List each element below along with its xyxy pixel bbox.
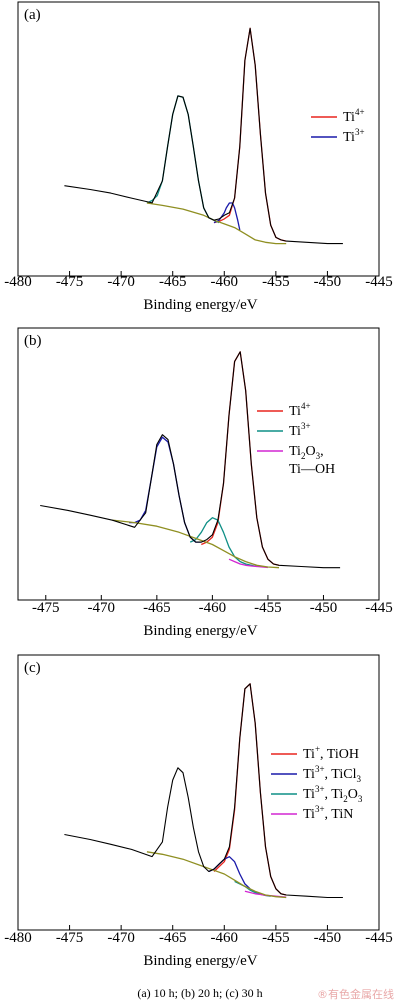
ti4--line bbox=[213, 27, 287, 242]
x-axis-title: Binding energy/eV bbox=[143, 953, 257, 969]
x-tick-label: -450 bbox=[310, 600, 338, 616]
watermark: ®有色金属在线 bbox=[317, 988, 394, 1001]
ti3--line bbox=[189, 517, 257, 568]
x-tick-label: -480 bbox=[4, 274, 32, 290]
x-tick-label: -465 bbox=[159, 930, 187, 946]
plot-frame bbox=[17, 1, 380, 277]
x-tick-label: -450 bbox=[314, 274, 342, 290]
x-tick-label: -475 bbox=[56, 274, 84, 290]
plot-frame bbox=[17, 327, 380, 601]
raw-data-line bbox=[40, 351, 341, 569]
x-axis-title: Binding energy/eV bbox=[143, 297, 257, 313]
Ti3-2p1-2-fit-line bbox=[146, 95, 220, 224]
legend-entry: Ti3+​, Ti2​O3​ bbox=[303, 784, 363, 804]
x-tick-label: -450 bbox=[314, 930, 342, 946]
x-tick-label: -455 bbox=[254, 600, 282, 616]
background-line bbox=[146, 202, 287, 245]
ti3-ticl3-line bbox=[208, 856, 251, 890]
panel-label: (b) bbox=[24, 333, 42, 349]
background-line bbox=[146, 851, 287, 899]
background-line bbox=[112, 519, 280, 569]
legend-entry: Ti3+​ bbox=[343, 127, 365, 145]
legend-entry: Ti3+​ bbox=[289, 421, 311, 439]
legend-entry: Ti4+​ bbox=[289, 401, 311, 419]
legend-entry: Ti3+​, TiCl3​ bbox=[303, 764, 361, 784]
legend-entry: Ti+​, TiOH bbox=[303, 744, 359, 762]
Ti3-2p1-2-fit-line bbox=[129, 436, 202, 543]
legend-entry: Ti2​O3​, bbox=[289, 444, 324, 461]
x-tick-label: -470 bbox=[107, 274, 135, 290]
plot-frame bbox=[17, 654, 380, 931]
x-tick-label: -475 bbox=[32, 600, 60, 616]
raw-data-line bbox=[64, 683, 343, 899]
x-tick-label: -475 bbox=[56, 930, 84, 946]
legend-entry-continued: Ti—OH bbox=[289, 462, 335, 477]
x-tick-label: -460 bbox=[199, 600, 227, 616]
x-tick-label: -455 bbox=[262, 274, 290, 290]
x-tick-label: -480 bbox=[4, 930, 32, 946]
panel-label: (a) bbox=[24, 7, 41, 23]
x-axis-title: Binding energy/eV bbox=[143, 623, 257, 639]
x-tick-label: -470 bbox=[107, 930, 135, 946]
ti-tioh-line bbox=[213, 683, 287, 896]
raw-data-line bbox=[64, 27, 343, 245]
x-tick-label: -455 bbox=[262, 930, 290, 946]
x-tick-label: -460 bbox=[211, 930, 239, 946]
legend-entry: Ti3+​, TiN bbox=[303, 804, 353, 822]
x-tick-label: -445 bbox=[365, 600, 393, 616]
x-tick-label: -445 bbox=[365, 930, 393, 946]
x-tick-label: -465 bbox=[159, 274, 187, 290]
x-tick-label: -445 bbox=[365, 274, 393, 290]
x-tick-label: -470 bbox=[88, 600, 116, 616]
figure-caption: (a) 10 h; (b) 20 h; (c) 30 h bbox=[137, 986, 263, 1000]
panel-label: (c) bbox=[24, 660, 41, 676]
legend-entry: Ti4+​ bbox=[343, 107, 365, 125]
x-tick-label: -460 bbox=[211, 274, 239, 290]
x-tick-label: -465 bbox=[143, 600, 171, 616]
ti2o3--line bbox=[228, 558, 268, 569]
